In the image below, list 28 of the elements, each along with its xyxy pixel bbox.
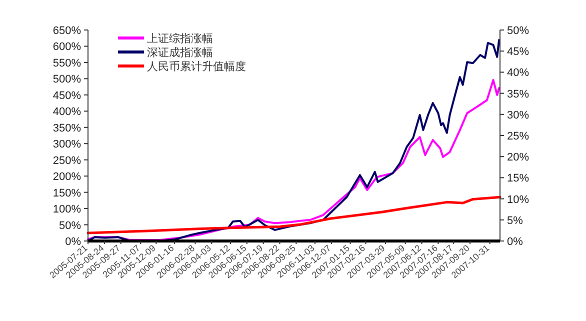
y-tick-label: 150%: [52, 187, 82, 200]
y-tick-label: 550%: [52, 57, 82, 70]
legend-label: 深证成指涨幅: [147, 46, 213, 59]
y-tick-label: 500%: [52, 74, 82, 86]
y2-tick-label: 10%: [507, 194, 530, 206]
y-tick-label: 250%: [52, 154, 82, 167]
y2-tick-label: 35%: [507, 88, 530, 100]
y-tick-label: 200%: [52, 171, 82, 184]
y2-tick-label: 45%: [507, 46, 530, 58]
y-tick-label: 50%: [58, 220, 82, 232]
y2-tick-label: 30%: [507, 109, 530, 122]
y-tick-label: 300%: [52, 138, 82, 151]
y2-tick-label: 20%: [507, 152, 530, 164]
y-tick-label: 350%: [52, 122, 82, 134]
y-tick-label: 450%: [52, 90, 82, 102]
y-tick-label: 100%: [52, 204, 82, 216]
y-tick-label: 0%: [65, 236, 82, 248]
y2-tick-label: 5%: [507, 214, 524, 227]
y2-tick-label: 15%: [507, 172, 530, 185]
legend-label: 上证综指涨幅: [147, 32, 213, 45]
y-tick-label: 600%: [52, 41, 82, 54]
y2-tick-label: 0%: [507, 236, 524, 248]
y2-tick-label: 25%: [507, 130, 530, 142]
y2-tick-label: 50%: [507, 25, 530, 37]
y2-tick-label: 40%: [507, 67, 530, 80]
y-tick-label: 400%: [52, 106, 82, 118]
legend-label: 人民币累计升值幅度: [147, 60, 246, 73]
y-tick-label: 650%: [52, 25, 82, 37]
